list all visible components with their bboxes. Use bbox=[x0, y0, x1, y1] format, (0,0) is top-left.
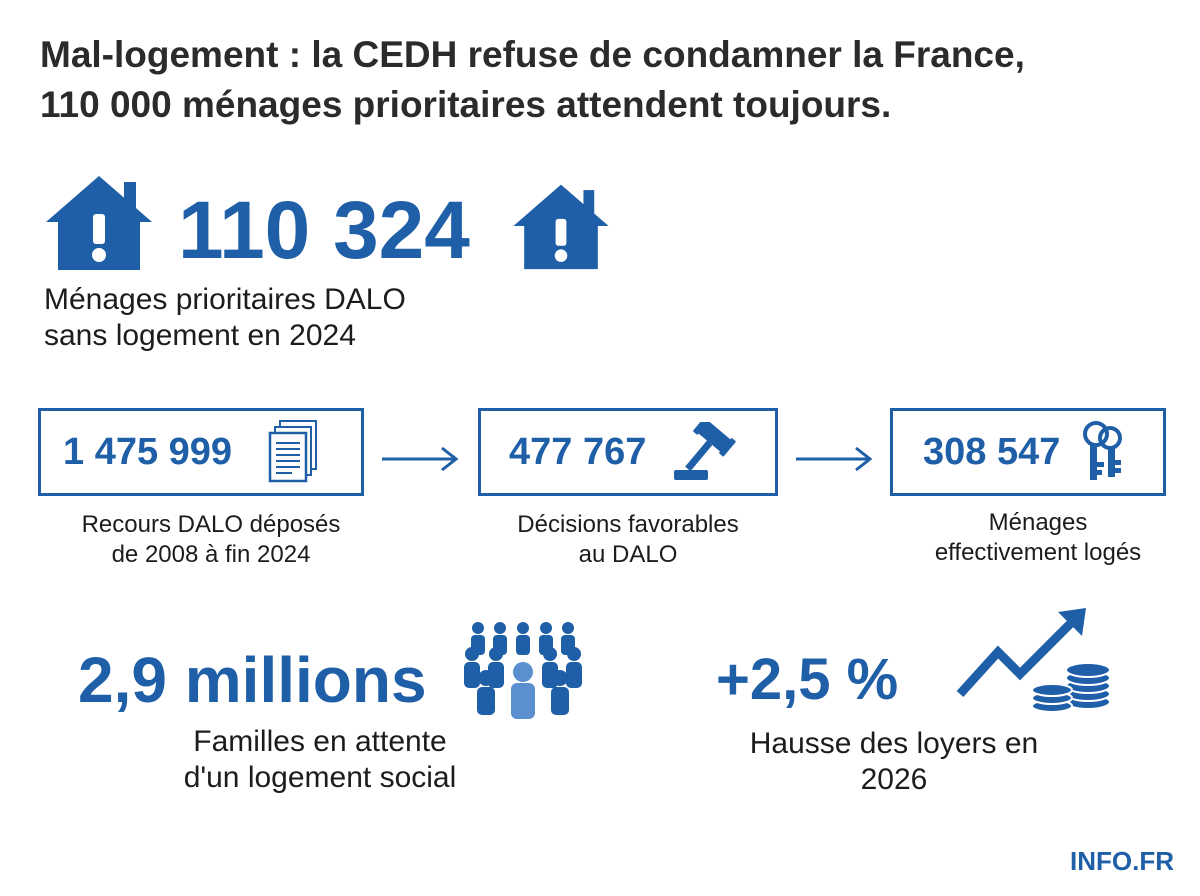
house-alert-icon bbox=[40, 172, 158, 272]
gavel-icon bbox=[672, 422, 744, 482]
pipeline-label: Ménages effectivement logés bbox=[934, 509, 1142, 566]
arrow-right-icon bbox=[794, 444, 874, 474]
crowd-icon bbox=[462, 620, 584, 720]
pipeline-label: Recours DALO déposés de 2008 à fin 2024 bbox=[81, 511, 341, 568]
house-alert-icon bbox=[508, 180, 614, 272]
pipeline-box-recours: 1 475 999 bbox=[38, 408, 364, 496]
title-line-2: 110 000 ménages prioritaires attendent t… bbox=[40, 84, 892, 125]
rising-chart-coins-icon bbox=[956, 606, 1112, 718]
keys-icon bbox=[1078, 420, 1126, 484]
pipeline-label: Décisions favorables au DALO bbox=[517, 511, 739, 568]
brand-logo: INFO.FR bbox=[1070, 846, 1174, 876]
headline-value: 110 324 bbox=[178, 185, 470, 276]
arrow-right-icon bbox=[380, 444, 460, 474]
families-value: 2,9 millions bbox=[78, 644, 427, 716]
pipeline-box-loges: 308 547 bbox=[890, 408, 1166, 496]
pipeline-box-decisions: 477 767 bbox=[478, 408, 778, 496]
title-line-1: Mal-logement : la CEDH refuse de condamn… bbox=[40, 34, 1025, 75]
pipeline-value: 477 767 bbox=[509, 430, 647, 473]
rent-value: +2,5 % bbox=[716, 647, 899, 712]
pipeline-value: 308 547 bbox=[923, 430, 1061, 473]
pipeline-value: 1 475 999 bbox=[63, 430, 233, 473]
rent-label: Hausse des loyers en 2026 bbox=[749, 727, 1039, 796]
page-title: Mal-logement : la CEDH refuse de condamn… bbox=[40, 30, 1180, 130]
headline-label: Ménages prioritaires DALO sans logement … bbox=[44, 283, 406, 352]
families-label: Familles en attente d'un logement social bbox=[183, 725, 457, 794]
documents-icon bbox=[268, 419, 320, 485]
